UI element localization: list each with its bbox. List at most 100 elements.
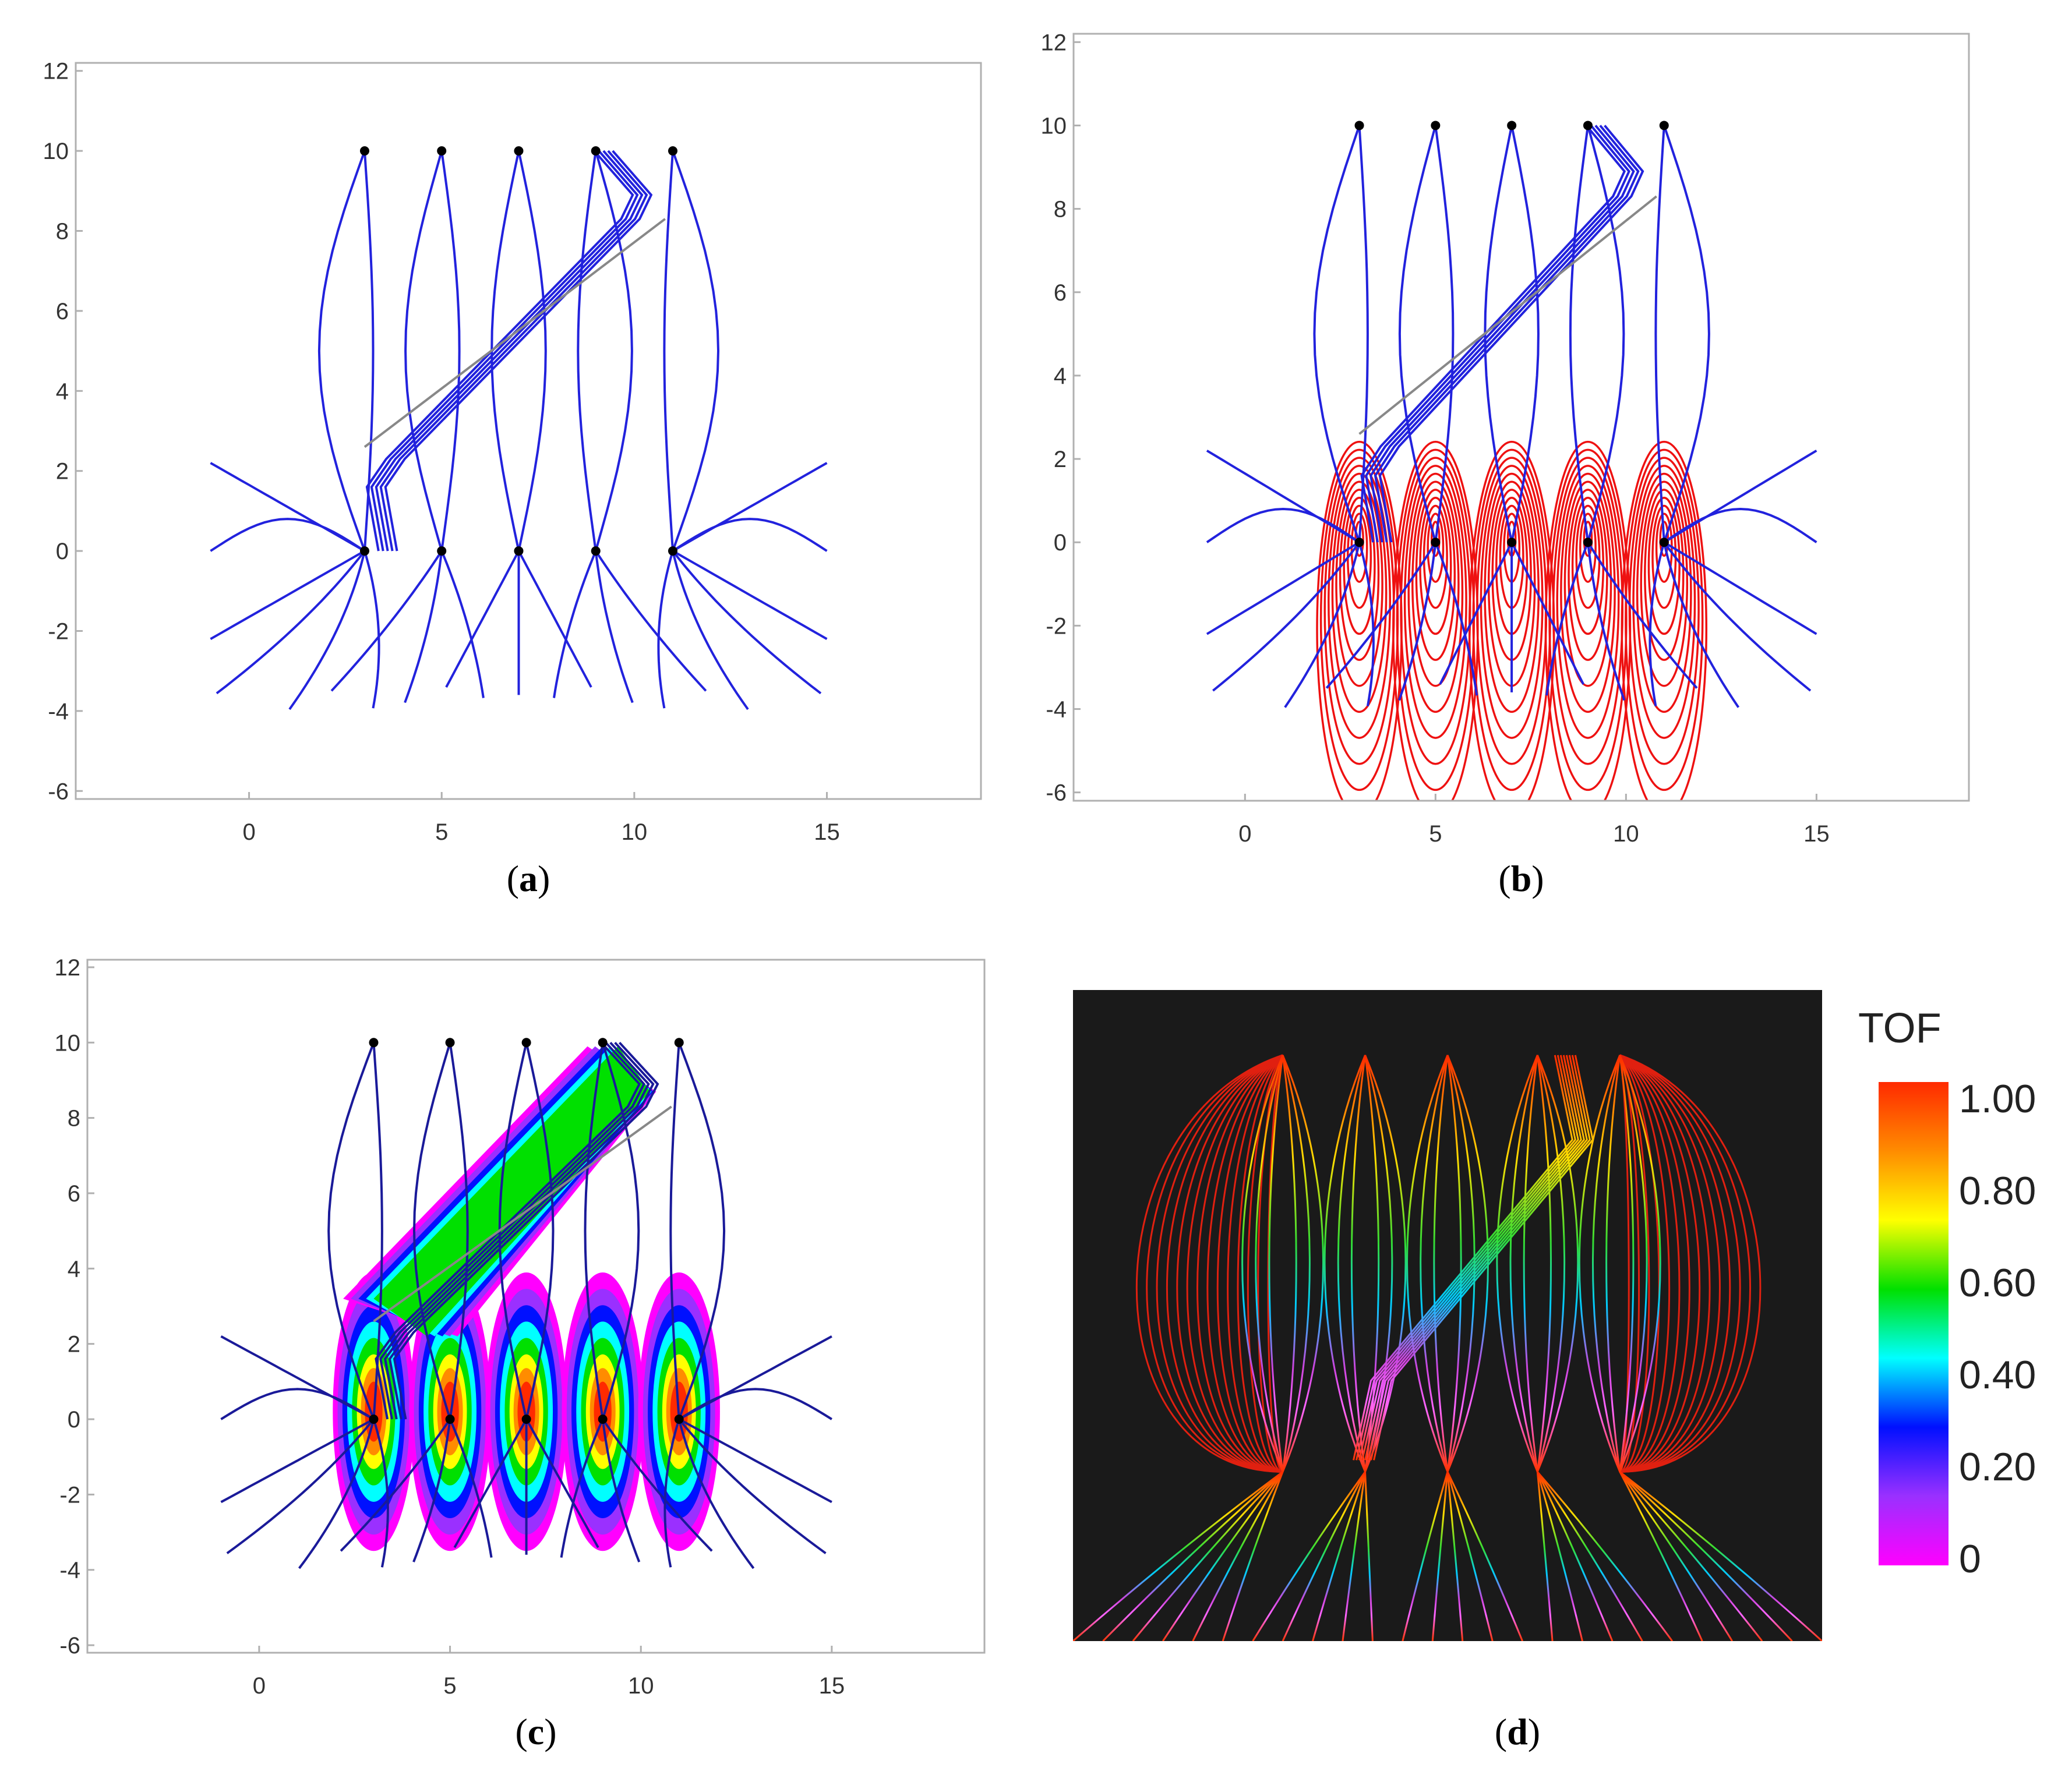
tof-contour-3-6 [1563, 480, 1612, 687]
fracture-streamline-3 [1361, 1055, 1582, 1461]
render-area [1073, 1054, 1822, 1641]
streamline-2 [1358, 542, 1375, 706]
bottom-fan-5 [1222, 1471, 1284, 1641]
streamline-12 [517, 550, 592, 688]
streamline-10 [453, 1419, 528, 1548]
producer-well-1 [445, 1415, 455, 1424]
panel-caption-d: (d) [1495, 1711, 1540, 1752]
streamline-19 [601, 1042, 640, 1420]
vertical-streamline-3-5 [1536, 1055, 1566, 1472]
vertical-streamline-0-1 [1255, 1055, 1284, 1472]
colorbar-gradient [1879, 1082, 1949, 1565]
producer-well-4 [1659, 538, 1669, 547]
outer-arc-right-5 [1619, 1054, 1711, 1473]
streamline-10 [1439, 542, 1513, 685]
streamline-1 [1284, 542, 1361, 708]
y-tick-label: -6 [59, 1633, 80, 1659]
bottom-fan-21 [1619, 1471, 1703, 1641]
bottom-fan-7 [1282, 1471, 1366, 1641]
streamline-21 [677, 1419, 755, 1569]
streamline-30 [672, 462, 828, 552]
outer-arc-right-8 [1619, 1054, 1681, 1473]
streamline-23 [1654, 125, 1665, 543]
streamline-24 [677, 1042, 726, 1420]
outer-arc-right-4 [1619, 1054, 1721, 1473]
bottom-fan-17 [1536, 1471, 1583, 1641]
tof-contour-1-6 [1411, 480, 1460, 687]
producer-well-2 [1507, 538, 1517, 547]
streamline-25 [210, 550, 365, 640]
streamline-23 [669, 1042, 680, 1420]
bottom-fan-22 [1619, 1471, 1733, 1641]
y-tick-label: 6 [1054, 280, 1067, 306]
vertical-streamline-3-2 [1523, 1055, 1538, 1472]
outer-arc-right-0 [1619, 1054, 1762, 1473]
y-tick-label: 2 [1054, 447, 1067, 472]
streamline-7 [449, 1419, 493, 1558]
colorbar-title: TOF [1858, 1005, 1942, 1052]
outer-arc-left-0 [1135, 1054, 1283, 1473]
y-tick-label: 10 [43, 139, 69, 164]
streamline-34 [379, 150, 648, 551]
tof-contour-4-8 [1632, 465, 1696, 739]
y-tick-label: 0 [68, 1407, 80, 1433]
bottom-fan-4 [1192, 1471, 1284, 1641]
outer-arc-right-11 [1619, 1055, 1650, 1473]
streamline-17 [602, 1418, 713, 1552]
outer-arc-left-11 [1247, 1054, 1284, 1473]
streamline-3 [327, 1042, 375, 1420]
vertical-streamline-4-4 [1619, 1055, 1635, 1472]
streamline-3 [317, 150, 366, 551]
y-tick-label: 8 [68, 1106, 80, 1132]
vertical-streamline-0-6 [1282, 1055, 1325, 1472]
y-tick-label: 8 [1054, 197, 1067, 222]
panel-c: 0 5 10 15 12 10 8 6 4 2 0 -2 -4 -6 (c) [55, 955, 986, 1752]
streamline-8 [412, 1042, 451, 1420]
streamline-21 [1662, 542, 1740, 708]
tof-contour-0-4 [1343, 497, 1376, 635]
tof-plume-4 [373, 1046, 650, 1337]
streamline-33 [383, 1041, 650, 1420]
panel-caption-b: (b) [1498, 858, 1544, 899]
outer-arc-left-2 [1156, 1054, 1283, 1473]
x-tick-label: 5 [1429, 821, 1442, 847]
tof-contour-0-8 [1328, 465, 1392, 739]
streamline-20 [657, 550, 674, 709]
y-tick-label: 12 [55, 955, 81, 981]
streamline-19 [1587, 125, 1625, 543]
streamline-2 [363, 550, 380, 709]
vertical-streamline-0-2 [1268, 1055, 1284, 1472]
y-tick-label: 12 [43, 59, 69, 84]
tof-contour-1-8 [1403, 465, 1467, 739]
bottom-fan-24 [1619, 1471, 1793, 1641]
vertical-streamline-1-6 [1364, 1055, 1407, 1472]
bottom-fan-8 [1312, 1471, 1366, 1641]
outer-arc-left-5 [1186, 1054, 1283, 1473]
vertical-streamline-3-6 [1536, 1055, 1579, 1472]
tof-colorbar: TOF 1.00 0.80 0.60 0.40 0.20 0 [1858, 1005, 2036, 1581]
tof-contour-4-11 [1621, 440, 1708, 801]
streamline-33 [1369, 125, 1635, 543]
y-tick-label: 0 [1054, 530, 1067, 556]
streamline-5 [330, 550, 443, 692]
injector-well-4 [668, 146, 677, 156]
panel-caption-a: (a) [507, 858, 550, 899]
tof-contour-1-2 [1427, 512, 1445, 583]
injector-well-2 [521, 1038, 531, 1048]
fracture-streamline-6 [1370, 1055, 1591, 1461]
y-tick-label: 6 [56, 299, 69, 324]
streamline-5 [340, 1418, 451, 1552]
streamline-16 [1587, 542, 1626, 701]
vertical-streamline-0-4 [1282, 1055, 1297, 1472]
streamline-18 [1569, 125, 1589, 543]
streamline-1 [288, 550, 366, 710]
fracture-streamline-4 [1364, 1055, 1585, 1461]
outer-arc-right-9 [1619, 1054, 1671, 1473]
streamline-9 [440, 150, 461, 551]
streamline-19 [594, 150, 633, 551]
streamline-0 [226, 1418, 375, 1554]
plot-area-b [1206, 121, 1817, 801]
streamline-3 [1313, 125, 1361, 543]
tof-contour-1-7 [1407, 472, 1464, 713]
